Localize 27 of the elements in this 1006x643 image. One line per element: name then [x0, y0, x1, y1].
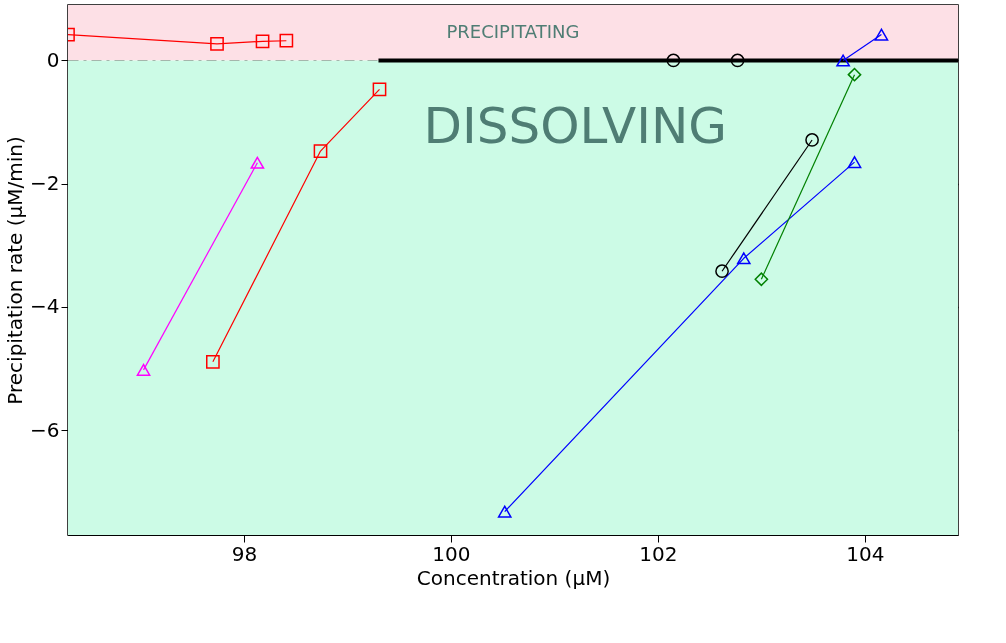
x-tick-label: 98: [231, 541, 258, 566]
point: [754, 272, 769, 287]
y-tick-label: 0: [46, 47, 60, 72]
point: [847, 156, 862, 169]
point: [210, 36, 224, 51]
point: [666, 53, 681, 68]
point: [730, 53, 745, 68]
y-tick-label: −2: [30, 171, 60, 196]
band-label: PRECIPITATING: [446, 20, 580, 42]
point: [372, 82, 387, 97]
point: [313, 144, 328, 158]
y-tick-label: −4: [30, 294, 60, 319]
point: [206, 354, 220, 369]
y-tick-label: −6: [30, 417, 60, 442]
x-tick-label: 100: [432, 541, 471, 566]
x-tick-label: 102: [639, 541, 678, 566]
point: [255, 34, 270, 49]
band-label: DISSOLVING: [423, 97, 728, 156]
y-axis-title: Precipitation rate (μM/min): [3, 136, 28, 405]
point: [805, 133, 819, 147]
point: [497, 505, 512, 518]
point: [279, 33, 294, 48]
point: [847, 67, 862, 82]
x-tick-label: 104: [846, 541, 885, 566]
point: [715, 264, 729, 279]
point: [736, 252, 751, 265]
x-axis-title: Concentration (μM): [416, 565, 611, 590]
